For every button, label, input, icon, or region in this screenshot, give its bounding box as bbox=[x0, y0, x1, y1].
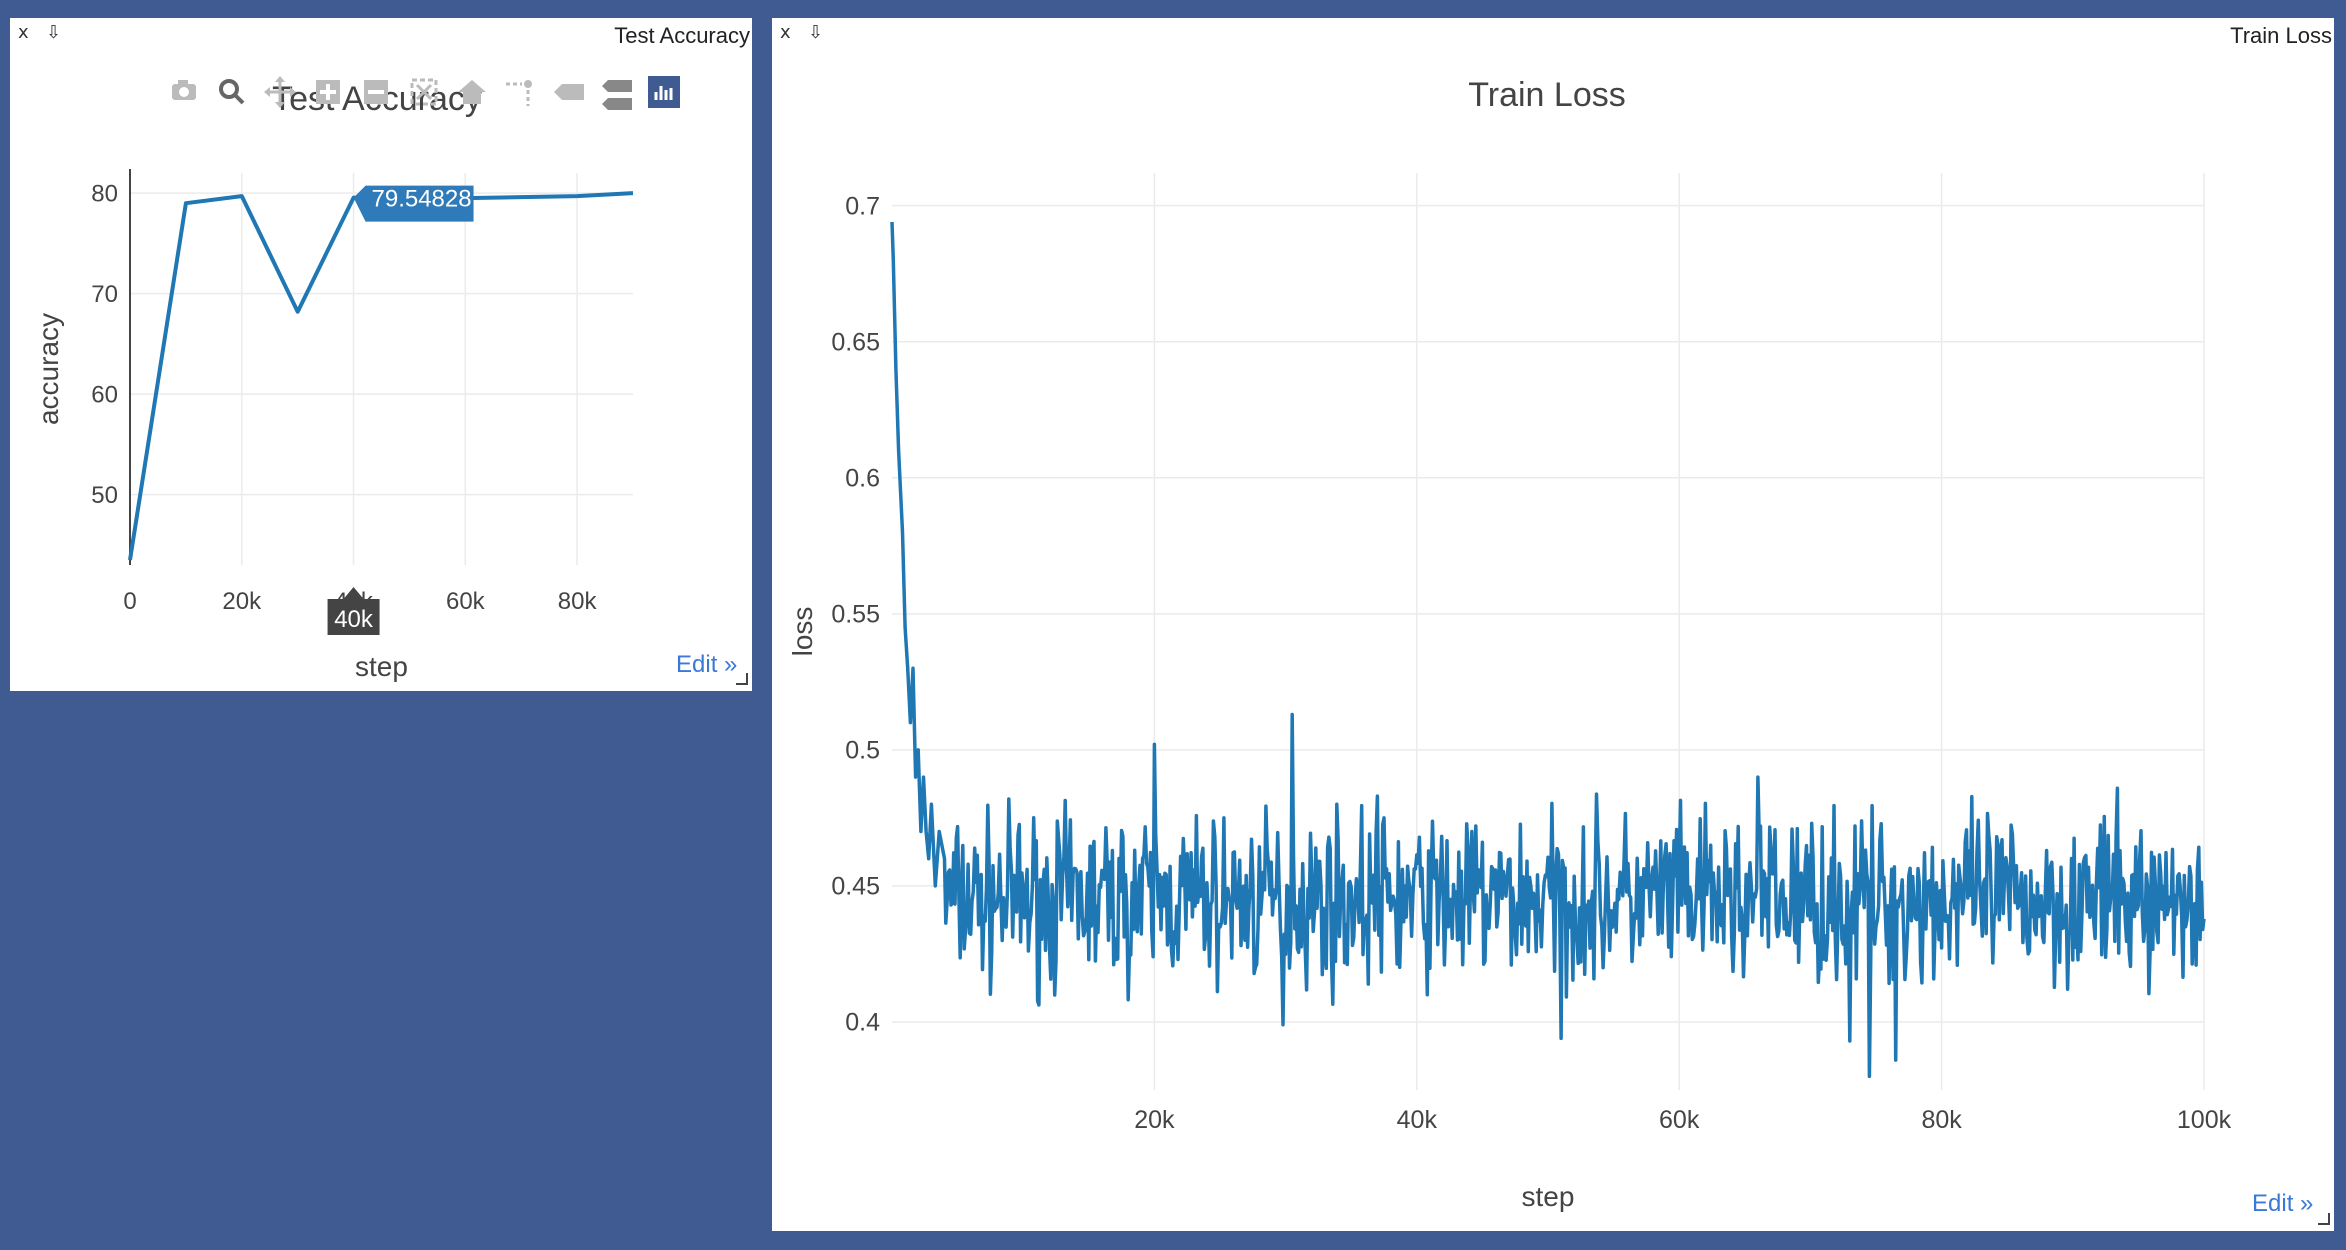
x-tick-label: 80k bbox=[558, 588, 598, 615]
series-line bbox=[890, 221, 2206, 1079]
pane-header: x ⇩ Test Accuracy bbox=[10, 18, 752, 48]
x-axis-label: step bbox=[355, 651, 408, 682]
loss-chart[interactable]: 20k 40k 60k 80k 100k 0.4 0.45 0.5 0.55 0.6 0.65 0.7… bbox=[772, 18, 2334, 1231]
zoom-in-icon[interactable] bbox=[304, 72, 352, 112]
x-axis-label: step bbox=[1522, 1181, 1575, 1212]
hover-x-label: 40k bbox=[334, 606, 374, 633]
hover-closest-icon[interactable] bbox=[544, 72, 592, 112]
x-tick-label: 40k bbox=[1397, 1106, 1438, 1134]
chart-title: Train Loss bbox=[1468, 76, 1625, 114]
y-tick-label: 60 bbox=[91, 382, 118, 409]
y-tick-label: 80 bbox=[91, 181, 118, 208]
close-icon[interactable]: x bbox=[18, 22, 29, 43]
test-accuracy-pane: x ⇩ Test Accuracy 0 20k 40k 60k 80k 50 60 70 80 T… bbox=[10, 18, 752, 691]
x-tick-label: 20k bbox=[222, 588, 262, 615]
edit-link[interactable]: Edit » bbox=[676, 651, 738, 678]
x-tick-label: 0 bbox=[123, 588, 136, 615]
y-tick-label: 0.4 bbox=[845, 1009, 880, 1037]
zoom-out-icon[interactable] bbox=[352, 72, 400, 112]
train-loss-pane: x ⇩ Train Loss 20k 40k 60k 80k 100k 0.4 0.45 0.… bbox=[772, 18, 2334, 1231]
plotly-logo-icon[interactable] bbox=[640, 72, 688, 112]
camera-icon[interactable] bbox=[160, 72, 208, 112]
y-tick-label: 0.7 bbox=[845, 192, 880, 220]
y-tick-label: 0.6 bbox=[845, 465, 880, 493]
accuracy-chart[interactable]: 0 20k 40k 60k 80k 50 60 70 80 Test Accuracy step ac… bbox=[10, 18, 752, 691]
series-line bbox=[128, 191, 634, 561]
x-tick-label: 60k bbox=[446, 588, 486, 615]
modebar bbox=[160, 72, 688, 112]
hover-compare-icon[interactable] bbox=[592, 72, 640, 112]
popout-icon[interactable]: ⇩ bbox=[46, 22, 62, 43]
y-axis-label: accuracy bbox=[33, 313, 64, 425]
hover-value-label: 79.54828 bbox=[372, 186, 472, 213]
y-axis-label: loss bbox=[787, 607, 818, 657]
hover-value-box bbox=[353, 185, 474, 222]
hover-tooltip: 79.54828 40k bbox=[327, 185, 474, 635]
pan-icon[interactable] bbox=[256, 72, 304, 112]
y-tick-label: 70 bbox=[91, 281, 118, 308]
pane-header: x ⇩ Train Loss bbox=[772, 18, 2334, 48]
y-tick-label: 50 bbox=[91, 482, 118, 509]
x-tick-label: 100k bbox=[2177, 1106, 2232, 1134]
x-tick-label: 20k bbox=[1134, 1106, 1175, 1134]
x-tick-label: 60k bbox=[1659, 1106, 1700, 1134]
y-tick-label: 0.5 bbox=[845, 737, 880, 765]
spike-lines-icon[interactable] bbox=[496, 72, 544, 112]
popout-icon[interactable]: ⇩ bbox=[808, 22, 824, 43]
y-tick-label: 0.45 bbox=[831, 873, 880, 901]
y-tick-label: 0.55 bbox=[831, 601, 880, 629]
zoom-icon[interactable] bbox=[208, 72, 256, 112]
home-icon[interactable] bbox=[448, 72, 496, 112]
pane-title: Test Accuracy bbox=[614, 23, 750, 48]
resize-handle[interactable] bbox=[736, 673, 748, 685]
resize-handle[interactable] bbox=[2318, 1213, 2330, 1225]
hover-x-box bbox=[327, 587, 380, 635]
autoscale-icon[interactable] bbox=[400, 72, 448, 112]
pane-title: Train Loss bbox=[2230, 23, 2332, 48]
x-tick-label: 80k bbox=[1921, 1106, 1962, 1134]
y-tick-label: 0.65 bbox=[831, 328, 880, 356]
close-icon[interactable]: x bbox=[780, 22, 791, 43]
edit-link[interactable]: Edit » bbox=[2252, 1190, 2314, 1217]
